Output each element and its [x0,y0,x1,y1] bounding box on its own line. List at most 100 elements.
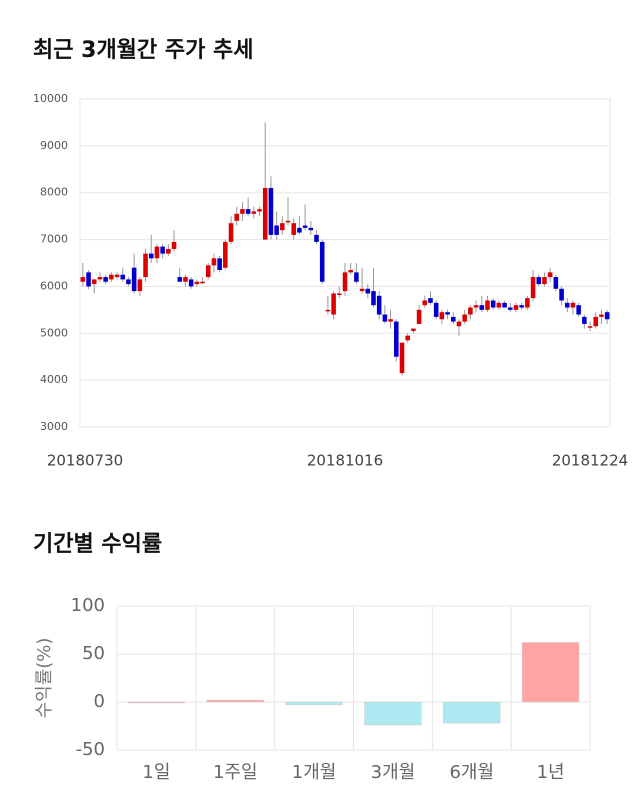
candle-body [382,314,388,322]
candle-body [126,279,131,285]
candle-body [120,274,126,280]
candle-body [211,258,217,266]
candle-body [576,305,581,315]
x-tick-label: 6개월 [449,762,494,783]
candle-body [536,277,542,285]
candle-body [587,326,593,328]
candle-body [228,223,234,242]
candle-body [371,291,376,306]
x-tick-label: 20180730 [47,452,123,470]
candle-body [160,246,165,254]
candle-body [217,258,222,271]
candle-body [473,305,479,308]
candle-body [194,281,200,285]
candle-body [542,277,547,285]
candle-body [205,265,211,278]
candle-body [445,312,450,315]
candle-body [240,209,245,214]
x-tick-label: 20181016 [307,452,383,470]
candle-body [183,277,188,282]
y-tick-label: 8000 [40,186,68,199]
price-chart: 최근 3개월간 주가 추세 3000 4000 5000 6000 7000 8000 90… [33,38,628,470]
candle-body [399,342,405,374]
candle-body [405,335,410,341]
candle-body [354,272,359,282]
candle-body [394,321,399,357]
candle-body [530,277,536,299]
candle-body [604,312,610,320]
candle-body [319,241,325,282]
candle-body [137,279,143,292]
candle-body [177,277,183,282]
chart-title: 최근 3개월간 주가 추세 [33,38,253,63]
candle-body [456,321,462,327]
candle-body [171,241,177,249]
candle-body [451,316,456,322]
return-chart: 기간별 수익률 수익률(%) -50 0 50 100 1일 1주일 1개월 3개월 6개월 1년 [33,532,591,783]
y-tick-label: 4000 [40,373,68,386]
candle-body [251,211,257,214]
candle-body [280,223,285,231]
y-tick-label: 9000 [40,139,68,152]
candle-body [428,298,433,303]
candle-body [245,209,251,214]
y-tick-label: 0 [94,691,105,712]
candle-body [148,253,154,259]
x-tick-label: 20181224 [552,452,628,470]
x-tick-label: 1일 [142,762,170,783]
y-tick-label: 10000 [33,92,68,105]
candle-body [525,298,530,308]
candle-body [599,314,604,317]
bar [127,701,186,704]
bar [521,642,580,703]
candle-body [234,213,239,221]
candle-body [468,307,473,315]
candle-body [422,300,428,306]
candle-body [559,288,564,301]
candle-body [331,293,336,315]
candle-body [262,188,268,240]
candle-body [433,302,439,317]
candle-body [564,302,570,308]
x-tick-label: 1년 [537,762,565,783]
bar [443,701,501,724]
candle-body [582,316,587,324]
candle-body [131,267,137,292]
candle-body [570,302,576,308]
candle-body [314,234,319,242]
candle-body [388,319,393,322]
candle-body [257,209,262,212]
y-tick-label: 50 [82,643,105,664]
candle-body [348,270,353,273]
candle-body [485,300,490,310]
candle-body [365,288,371,294]
candle-body [80,277,86,282]
x-tick-label: 1주일 [213,762,258,783]
candle-body [519,305,524,308]
candle-body [547,272,553,278]
candle-body [302,225,308,228]
candle-body [154,246,160,259]
candle-body [97,277,103,280]
candle-body [200,281,205,284]
candle-body [439,312,445,320]
candle-body [490,300,496,308]
candle-body [86,272,91,287]
candle-body [337,293,342,295]
candle-body [274,225,279,235]
bar [364,701,422,726]
candle-body [462,314,467,322]
candle-body [268,188,274,235]
candle-body [513,305,519,310]
bar [206,699,264,703]
candle-body [91,279,97,285]
candle-body [593,316,599,327]
candle-body [143,253,148,278]
candle-body [223,241,228,268]
candle-body [411,328,416,331]
y-tick-label: 100 [71,595,105,616]
candle-body [376,295,382,315]
candle-body [291,223,296,235]
chart-title: 기간별 수익률 [33,532,162,557]
